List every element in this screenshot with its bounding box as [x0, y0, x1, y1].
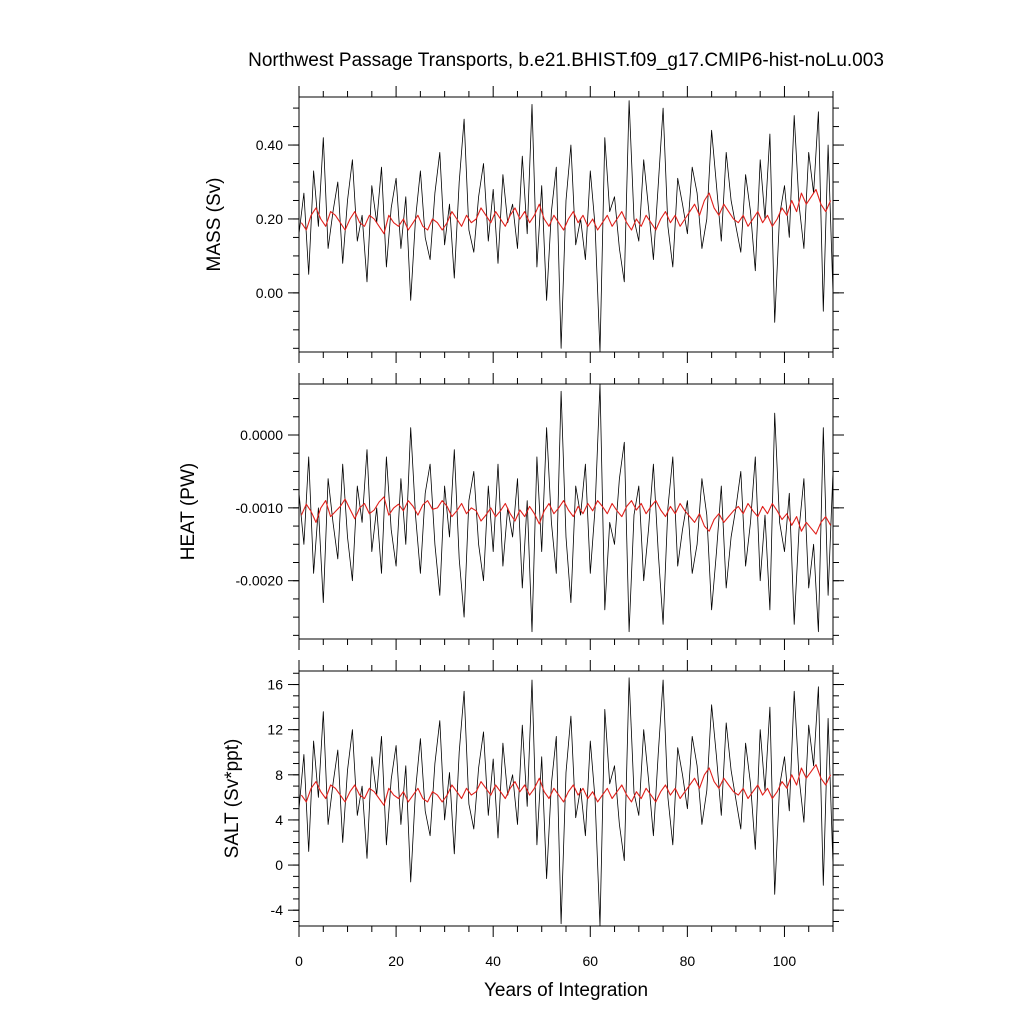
y-axis-label-heat: HEAT (PW)	[178, 463, 199, 560]
series-mass-annual	[300, 188, 832, 235]
x-tick-label-60: 60	[582, 953, 598, 969]
y-tick-label-salt-2: 4	[275, 812, 283, 828]
x-tick-label-40: 40	[485, 953, 501, 969]
plot-area-salt	[299, 677, 833, 926]
y-tick-label-salt-0: -4	[271, 902, 284, 918]
panel-mass: 0.00 0.20 0.40 MASS (Sv)	[204, 86, 844, 363]
plot-area-heat	[299, 384, 833, 633]
y-tick-label-heat-0: 0.0000	[240, 427, 283, 443]
x-tick-label-20: 20	[388, 953, 404, 969]
y-tick-label-salt-3: 8	[275, 767, 283, 783]
y-tick-label-heat-1: -0.0010	[236, 500, 284, 516]
series-mass-monthly	[299, 100, 833, 352]
panel-heat: 0.0000 -0.0010 -0.0020 HEAT (PW)	[178, 373, 844, 650]
series-salt-monthly	[299, 677, 833, 926]
y-tick-label-heat-2: -0.0020	[236, 573, 284, 589]
panel-salt: -4 0 4 8 12 16 SALT (Sv*ppt)	[222, 660, 844, 937]
chart-title: Northwest Passage Transports, b.e21.BHIS…	[248, 50, 884, 71]
y-tick-label-mass-2: 0.40	[256, 137, 283, 153]
y-axis-label-mass: MASS (Sv)	[204, 178, 225, 272]
x-tick-label-100: 100	[773, 953, 797, 969]
y-tick-label-salt-1: 0	[275, 857, 283, 873]
x-tick-label-80: 80	[680, 953, 696, 969]
y-tick-label-salt-5: 16	[267, 677, 283, 693]
series-salt-annual	[300, 764, 832, 806]
y-tick-label-salt-4: 12	[267, 722, 283, 738]
x-axis-label: Years of Integration	[484, 980, 648, 1001]
panels: 0.00 0.20 0.40 MASS (Sv) 0.0000 -0.0010 -0.002…	[178, 86, 844, 969]
plot-area-mass	[299, 100, 833, 352]
y-axis-label-salt: SALT (Sv*ppt)	[222, 739, 243, 859]
y-tick-label-mass-1: 0.20	[256, 211, 283, 227]
x-tick-label-0: 0	[295, 953, 303, 969]
y-tick-label-mass-0: 0.00	[256, 285, 283, 301]
series-heat-monthly	[299, 384, 833, 633]
series-heat-annual	[300, 496, 832, 535]
